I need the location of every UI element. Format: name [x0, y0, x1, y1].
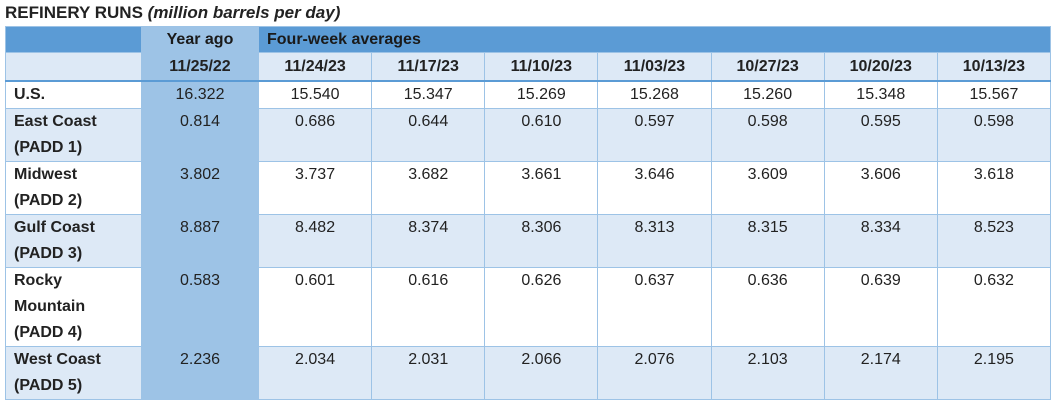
value-cell: 0.598 — [710, 108, 825, 162]
row-label: West Coast (PADD 5) — [5, 346, 142, 400]
value-cell: 0.686 — [257, 108, 373, 162]
data-row: Midwest (PADD 2) 3.802 3.737 3.682 3.661 3.646… — [5, 161, 1052, 215]
date-cell: 11/03/23 — [597, 52, 712, 82]
header-row: Year ago Four-week averages — [5, 26, 1051, 53]
value-cell: 8.315 — [710, 214, 825, 268]
value-cell: 3.606 — [823, 161, 938, 215]
value-cell: 0.601 — [257, 267, 373, 347]
title-text: REFINERY RUNS — [5, 3, 143, 22]
value-cell: 3.737 — [257, 161, 373, 215]
value-cell: 2.195 — [936, 346, 1052, 400]
value-cell: 2.236 — [141, 346, 259, 400]
value-cell: 2.076 — [597, 346, 712, 400]
value-cell: 0.637 — [597, 267, 712, 347]
row-label-line: Gulf Coast — [14, 219, 95, 236]
row-label: U.S. — [5, 80, 142, 109]
refinery-table: Year ago Four-week averages 11/25/22 11/24/… — [5, 26, 1052, 400]
date-cell: 10/20/23 — [823, 52, 938, 82]
row-label-line: (PADD 2) — [14, 192, 83, 209]
value-cell: 3.802 — [141, 161, 259, 215]
value-cell: 0.595 — [823, 108, 938, 162]
row-label-line: Midwest — [14, 166, 78, 183]
value-cell: 3.661 — [484, 161, 599, 215]
value-cell: 8.306 — [484, 214, 599, 268]
row-label: Rocky Mountain (PADD 4) — [5, 267, 142, 347]
date-cell: 11/25/22 — [141, 52, 259, 82]
value-cell: 8.887 — [141, 214, 259, 268]
value-cell: 0.583 — [141, 267, 259, 347]
value-cell: 0.814 — [141, 108, 259, 162]
value-cell: 2.034 — [257, 346, 373, 400]
value-cell: 8.313 — [597, 214, 712, 268]
row-label-line: (PADD 1) — [14, 139, 83, 156]
header-cell: Year ago — [141, 26, 259, 53]
date-cell: 11/24/23 — [257, 52, 373, 82]
value-cell: 0.644 — [371, 108, 486, 162]
row-label: Midwest (PADD 2) — [5, 161, 142, 215]
value-cell: 0.639 — [823, 267, 938, 347]
header-cell — [5, 52, 142, 82]
value-cell: 2.103 — [710, 346, 825, 400]
value-cell: 0.610 — [484, 108, 599, 162]
data-row: Gulf Coast (PADD 3) 8.887 8.482 8.374 8.306 8.… — [5, 214, 1052, 268]
value-cell: 15.269 — [484, 80, 599, 109]
row-label-line: West Coast — [14, 351, 101, 368]
date-cell: 11/17/23 — [371, 52, 486, 82]
header-cell — [5, 26, 142, 53]
value-cell: 0.636 — [710, 267, 825, 347]
value-cell: 15.260 — [710, 80, 825, 109]
value-cell: 8.523 — [936, 214, 1052, 268]
row-label: Gulf Coast (PADD 3) — [5, 214, 142, 268]
data-row: U.S. 16.322 15.540 15.347 15.269 15.268 15.260… — [5, 80, 1052, 109]
value-cell: 3.609 — [710, 161, 825, 215]
value-cell: 15.347 — [371, 80, 486, 109]
value-cell: 2.174 — [823, 346, 938, 400]
value-cell: 0.598 — [936, 108, 1052, 162]
value-cell: 2.031 — [371, 346, 486, 400]
row-label-line: (PADD 4) — [14, 324, 83, 341]
value-cell: 8.482 — [257, 214, 373, 268]
table-body: Year ago Four-week averages 11/25/22 11/24/… — [5, 26, 1052, 400]
value-cell: 3.618 — [936, 161, 1052, 215]
data-row: Rocky Mountain (PADD 4) 0.583 0.601 0.616 0.62… — [5, 267, 1052, 347]
row-label-line: Rocky — [14, 272, 63, 289]
value-cell: 0.632 — [936, 267, 1052, 347]
value-cell: 15.540 — [257, 80, 373, 109]
row-label-line: Mountain — [14, 298, 86, 315]
value-cell: 2.066 — [484, 346, 599, 400]
data-row: West Coast (PADD 5) 2.236 2.034 2.031 2.066 2.… — [5, 346, 1052, 400]
title: REFINERY RUNS (million barrels per day) — [5, 2, 340, 26]
value-cell: 15.348 — [823, 80, 938, 109]
row-label: East Coast (PADD 1) — [5, 108, 142, 162]
value-cell: 0.616 — [371, 267, 486, 347]
value-cell: 15.567 — [936, 80, 1052, 109]
subtitle: (million barrels per day) — [147, 3, 341, 22]
value-cell: 3.646 — [597, 161, 712, 215]
row-label-line: U.S. — [14, 86, 46, 103]
date-cell: 11/10/23 — [484, 52, 599, 82]
date-cell: 10/13/23 — [936, 52, 1052, 82]
value-cell: 8.334 — [823, 214, 938, 268]
value-cell: 8.374 — [371, 214, 486, 268]
data-row: East Coast (PADD 1) 0.814 0.686 0.644 0.610 0.… — [5, 108, 1052, 162]
header-cell: Four-week averages — [258, 26, 1051, 53]
value-cell: 0.597 — [597, 108, 712, 162]
value-cell: 15.268 — [597, 80, 712, 109]
row-label-line: (PADD 5) — [14, 377, 83, 394]
row-label-line: (PADD 3) — [14, 245, 83, 262]
value-cell: 16.322 — [141, 80, 259, 109]
date-cell: 10/27/23 — [710, 52, 825, 82]
value-cell: 3.682 — [371, 161, 486, 215]
row-label-line: East Coast — [14, 113, 97, 130]
value-cell: 0.626 — [484, 267, 599, 347]
date-row: 11/25/22 11/24/23 11/17/23 11/10/23 11/03/23… — [5, 52, 1052, 82]
